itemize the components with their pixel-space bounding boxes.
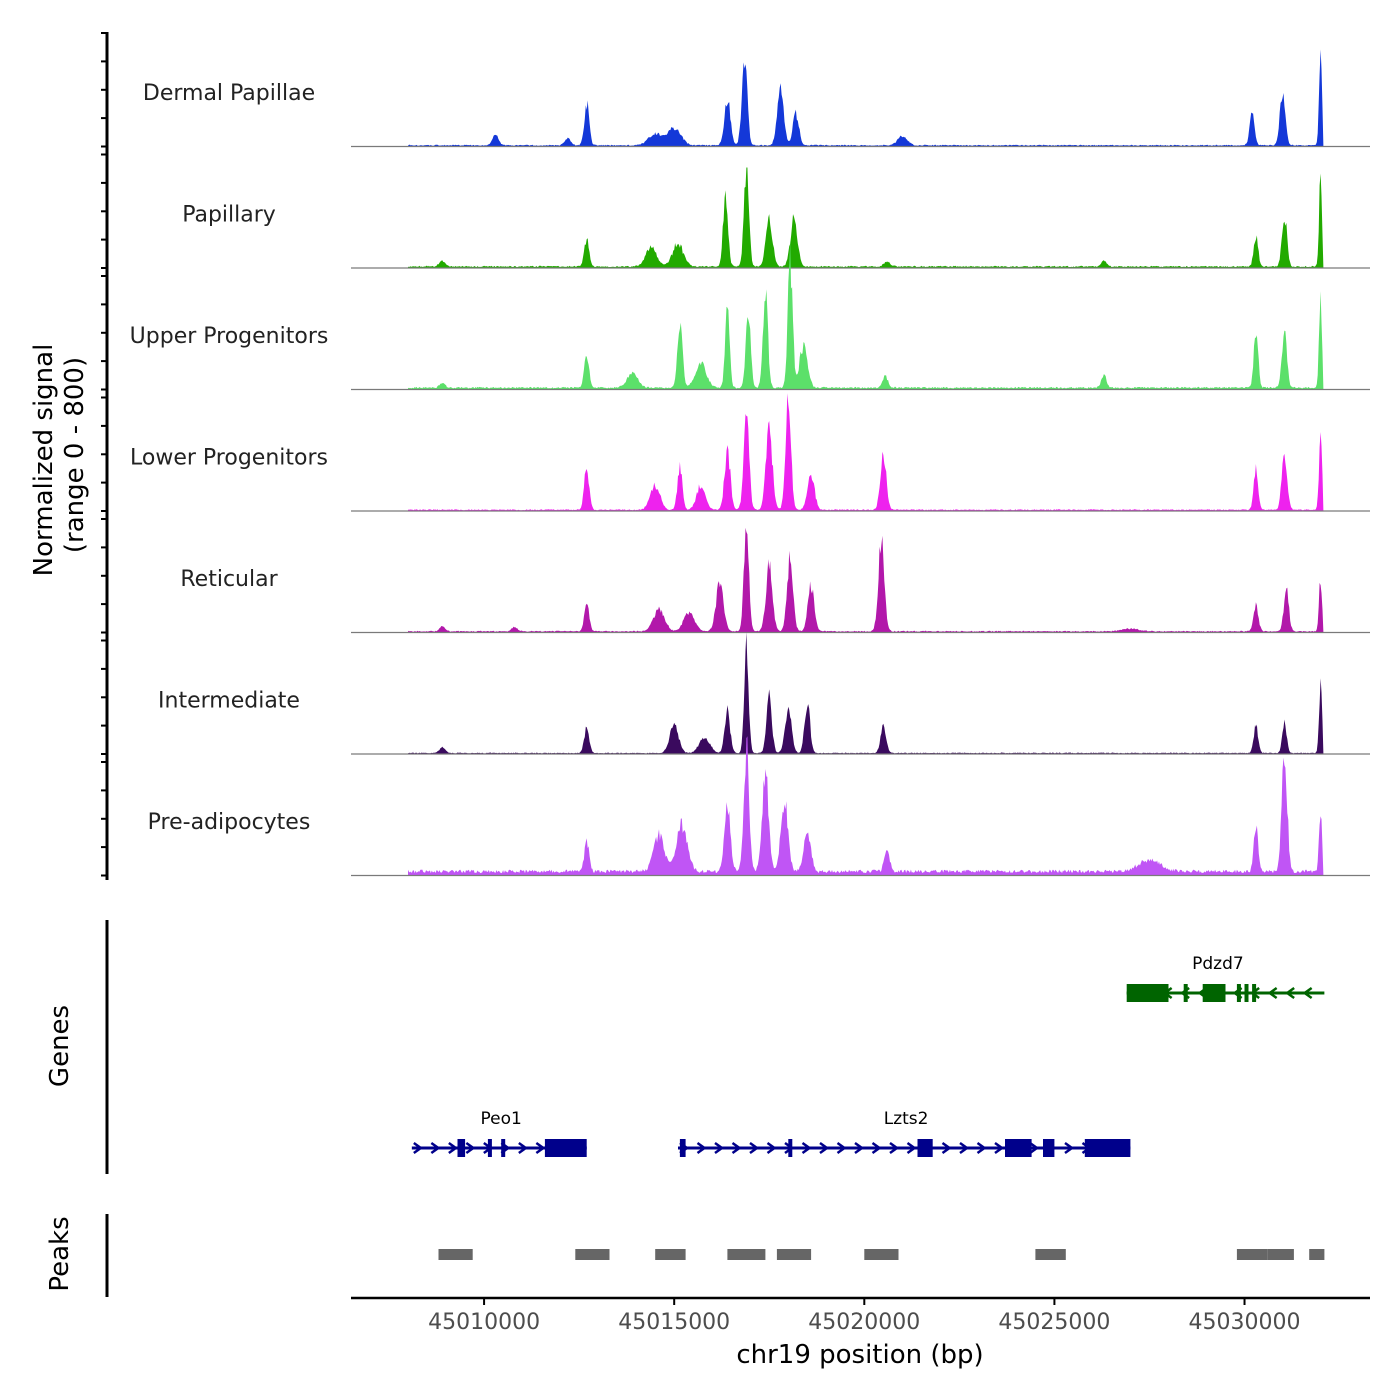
exon	[917, 1139, 933, 1157]
strand-arrow	[976, 1141, 987, 1155]
signal-area	[408, 240, 1325, 390]
strand-arrow	[696, 1141, 707, 1155]
exon	[1183, 984, 1188, 1002]
exon	[1252, 984, 1257, 1002]
track-5: Intermediate	[158, 632, 1370, 755]
exon	[1126, 984, 1169, 1002]
strand-arrow	[714, 1141, 725, 1155]
exon	[1236, 984, 1241, 1002]
track-2: Upper Progenitors	[130, 240, 1370, 391]
signal-area	[408, 527, 1325, 633]
exon	[1202, 984, 1226, 1002]
track-label: Dermal Papillae	[143, 81, 315, 106]
peak-region	[864, 1249, 899, 1260]
exon	[1084, 1139, 1131, 1157]
x-axis-ticks: 45010000 45015000 45020000 45025000 45030000	[428, 1298, 1300, 1335]
signal-area	[408, 393, 1325, 511]
strand-arrow	[518, 1141, 528, 1155]
peak-region	[1267, 1249, 1294, 1260]
strand-arrow	[854, 1141, 865, 1155]
signal-tracks: Dermal Papillae Papillary Upper Progenitor…	[130, 49, 1370, 877]
exon	[457, 1139, 466, 1157]
strand-arrow	[801, 1141, 812, 1155]
peak-region	[727, 1249, 766, 1260]
strand-arrow	[766, 1141, 777, 1155]
genes-label: Genes	[45, 1005, 75, 1087]
gene-pdzd7: Pdzd7	[1126, 954, 1325, 1002]
exon	[1005, 1139, 1032, 1157]
track-0: Dermal Papillae	[143, 49, 1370, 148]
peak-region	[1035, 1249, 1066, 1260]
peaks-track	[438, 1249, 1325, 1260]
peaks-label: Peaks	[45, 1216, 75, 1291]
track-4: Reticular	[180, 527, 1370, 634]
signal-area	[408, 49, 1325, 147]
exon	[501, 1139, 506, 1157]
track-label: Upper Progenitors	[130, 324, 329, 349]
strand-arrow	[448, 1141, 458, 1155]
signal-ylabel-line2: (range 0 - 800)	[60, 357, 90, 553]
x-axis-title: chr19 position (bp)	[736, 1340, 983, 1370]
exon	[679, 1139, 686, 1157]
gene-lzts2: Lzts2	[677, 1109, 1131, 1157]
strand-arrow	[906, 1141, 917, 1155]
track-6: Pre-adipocytes	[148, 736, 1370, 877]
gene-label: Lzts2	[884, 1109, 929, 1129]
signal-area	[408, 736, 1325, 876]
strand-arrow	[836, 1141, 847, 1155]
signal-ylabel-line1: Normalized signal	[29, 344, 59, 577]
strand-arrow	[994, 1141, 1005, 1155]
strand-arrow	[819, 1141, 830, 1155]
strand-arrow	[889, 1141, 900, 1155]
strand-arrow	[749, 1141, 760, 1155]
strand-arrow	[1302, 986, 1313, 1000]
strand-arrow	[465, 1141, 476, 1155]
strand-arrow	[1064, 1141, 1075, 1155]
peak-region	[776, 1249, 812, 1260]
peak-region	[1309, 1249, 1325, 1260]
signal-area	[408, 632, 1325, 754]
track-label: Reticular	[180, 567, 278, 592]
x-tick-label: 45010000	[428, 1310, 540, 1335]
track-label: Intermediate	[158, 689, 300, 714]
strand-arrow	[959, 1141, 970, 1155]
gene-peo1: Peo1	[411, 1109, 587, 1157]
signal-y-axis	[101, 32, 109, 880]
strand-arrow	[871, 1141, 882, 1155]
strand-arrow	[430, 1141, 441, 1155]
peak-region	[438, 1249, 473, 1260]
strand-arrow	[1285, 986, 1295, 1000]
peak-region	[575, 1249, 610, 1260]
track-3: Lower Progenitors	[130, 393, 1370, 512]
exon	[1244, 984, 1249, 1002]
signal-area	[408, 167, 1325, 268]
track-1: Papillary	[182, 167, 1370, 269]
x-tick-label: 45020000	[808, 1310, 920, 1335]
track-label: Papillary	[182, 203, 276, 228]
exon	[1043, 1139, 1055, 1157]
track-label: Lower Progenitors	[130, 446, 328, 471]
strand-arrow	[1267, 986, 1278, 1000]
exon	[788, 1139, 793, 1157]
strand-arrow	[941, 1141, 952, 1155]
gene-label: Pdzd7	[1192, 954, 1244, 974]
x-tick-label: 45025000	[998, 1310, 1110, 1335]
peak-region	[655, 1249, 686, 1260]
exon	[544, 1139, 587, 1157]
peak-region	[1236, 1249, 1268, 1260]
track-label: Pre-adipocytes	[148, 810, 311, 835]
gene-track: Peo1 Lzts2 Pdzd7	[411, 954, 1325, 1157]
gene-label: Peo1	[481, 1109, 522, 1129]
strand-arrow	[731, 1141, 742, 1155]
strand-arrow	[535, 1141, 546, 1155]
strand-arrow	[1029, 1141, 1040, 1155]
exon	[487, 1139, 492, 1157]
strand-arrow	[413, 1141, 423, 1155]
x-tick-label: 45015000	[618, 1310, 730, 1335]
x-tick-label: 45030000	[1189, 1310, 1301, 1335]
